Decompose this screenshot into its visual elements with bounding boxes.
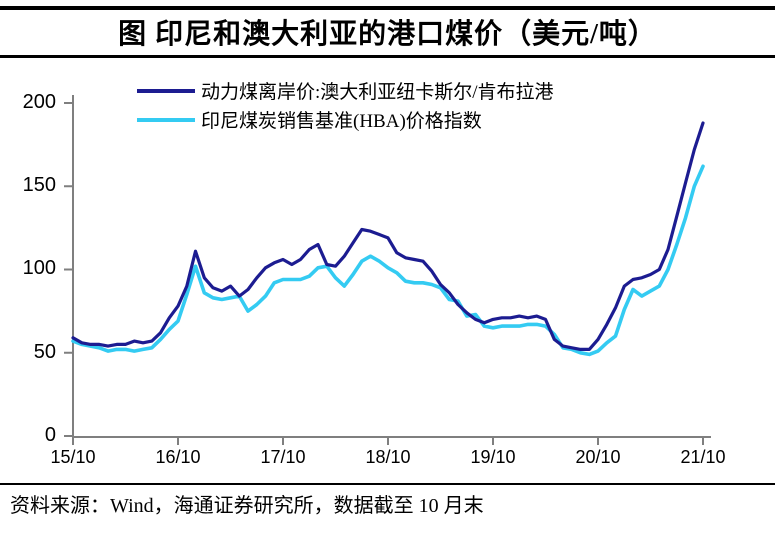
legend: 动力煤离岸价:澳大利亚纽卡斯尔/肯布拉港 印尼煤炭销售基准(HBA)价格指数: [137, 76, 554, 134]
y-axis-ticks: [64, 102, 73, 437]
hba-price-line: [71, 164, 705, 357]
x-tick-label-2110: 21/10: [680, 447, 726, 467]
x-tick-label-1910: 19/10: [470, 447, 516, 467]
legend-line-australia: [137, 88, 195, 93]
newcastle-price-line: [71, 121, 705, 351]
x-tick-label-1510: 15/10: [50, 447, 96, 467]
legend-item-australia: 动力煤离岸价:澳大利亚纽卡斯尔/肯布拉港: [137, 76, 554, 105]
title-divider-rule: [0, 55, 775, 58]
y-tick-label-200: 200: [22, 91, 56, 113]
x-tick-label-1810: 18/10: [365, 447, 411, 467]
x-tick-label-1610: 16/10: [155, 447, 201, 467]
legend-label-indonesia: 印尼煤炭销售基准(HBA)价格指数: [201, 111, 482, 132]
top-border-rule: [0, 6, 775, 10]
legend-line-indonesia: [137, 117, 195, 122]
legend-item-indonesia: 印尼煤炭销售基准(HBA)价格指数: [137, 105, 554, 134]
chart-title: 图 印尼和澳大利亚的港口煤价（美元/吨）: [118, 19, 657, 50]
x-tick-label-1710: 17/10: [260, 447, 306, 467]
y-tick-label-0: 0: [44, 424, 56, 446]
y-tick-label-50: 50: [33, 341, 56, 363]
source-note: 资料来源：Wind，海通证券研究所，数据截至 10 月末: [10, 495, 484, 517]
y-tick-label-150: 150: [22, 174, 56, 196]
x-axis-ticks: [72, 437, 704, 445]
x-tick-label-2010: 20/10: [575, 447, 621, 467]
footer-divider-rule: [0, 483, 775, 485]
y-tick-label-100: 100: [22, 257, 56, 279]
legend-label-australia: 动力煤离岸价:澳大利亚纽卡斯尔/肯布拉港: [201, 82, 554, 103]
